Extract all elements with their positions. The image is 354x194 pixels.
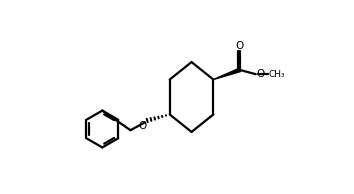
- Text: O: O: [257, 69, 265, 79]
- Text: O: O: [138, 121, 146, 132]
- Text: O: O: [236, 41, 244, 50]
- Polygon shape: [213, 68, 240, 80]
- Text: CH₃: CH₃: [269, 70, 286, 79]
